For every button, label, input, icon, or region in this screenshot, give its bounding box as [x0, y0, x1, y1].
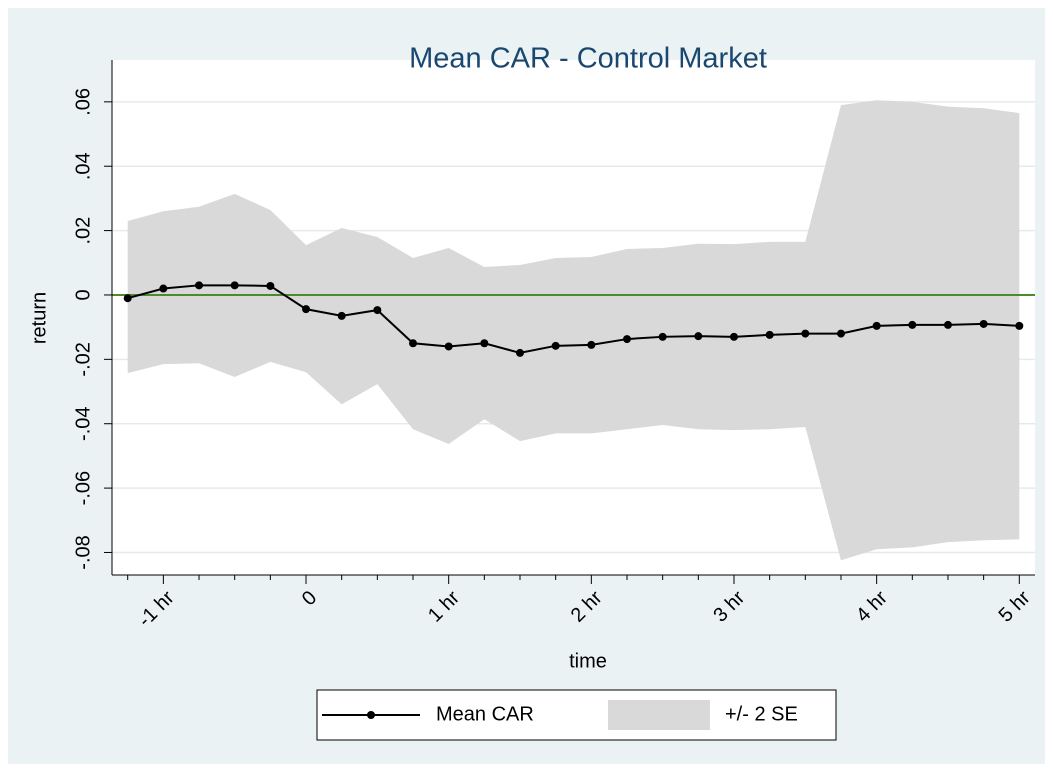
y-tick-label: -.06	[72, 471, 94, 505]
y-tick-label: .06	[72, 88, 94, 116]
point	[266, 281, 275, 290]
y-axis-title: return	[28, 292, 50, 344]
point	[551, 341, 560, 350]
point	[480, 339, 489, 348]
point	[159, 284, 168, 293]
y-tick-label: -.08	[72, 535, 94, 569]
point	[409, 339, 418, 348]
y-tick-label: .04	[72, 152, 94, 180]
y-tick-label: -.02	[72, 342, 94, 376]
point	[765, 330, 774, 339]
legend-label: +/- 2 SE	[725, 703, 798, 725]
y-tick-label: .02	[72, 217, 94, 245]
point	[836, 329, 845, 338]
legend-swatch	[608, 700, 710, 730]
point	[302, 305, 311, 314]
point	[979, 319, 988, 328]
x-axis-title: time	[569, 650, 607, 672]
legend-label: Mean CAR	[436, 703, 534, 725]
point	[694, 332, 703, 341]
se-band	[127, 100, 1020, 561]
legend-marker	[367, 711, 375, 719]
y-tick-label: -.04	[72, 406, 94, 440]
point	[943, 320, 952, 329]
point	[1015, 321, 1024, 330]
point	[729, 332, 738, 341]
point	[658, 332, 667, 341]
point	[801, 329, 810, 338]
point	[337, 311, 346, 320]
point	[516, 348, 525, 357]
point	[587, 340, 596, 349]
point	[622, 335, 631, 344]
point	[123, 294, 132, 303]
point	[373, 306, 382, 315]
point	[872, 321, 881, 330]
point	[230, 281, 239, 290]
y-tick-label: 0	[72, 289, 94, 300]
point	[195, 281, 204, 290]
chart-title: Mean CAR - Control Market	[409, 43, 767, 75]
point	[444, 342, 453, 351]
mean-line	[127, 284, 1020, 354]
point	[908, 320, 917, 329]
